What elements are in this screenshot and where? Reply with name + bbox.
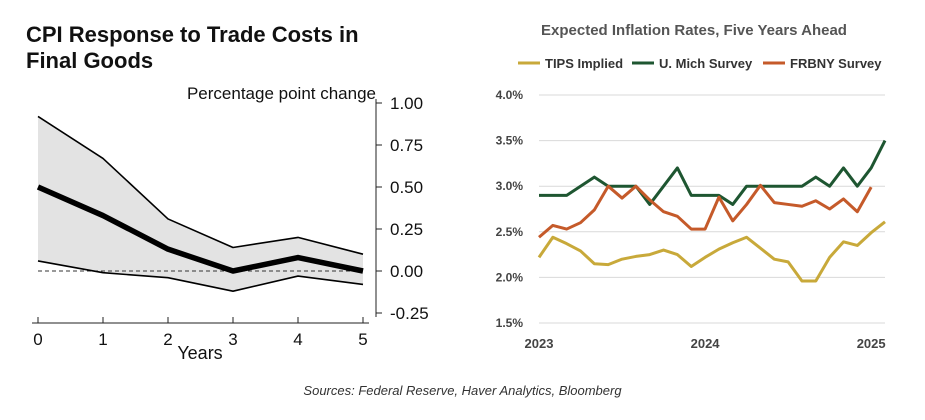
y-axis-label: Percentage point change — [187, 84, 376, 103]
legend-label: TIPS Implied — [545, 56, 623, 71]
y-tick-label: 4.0% — [496, 88, 524, 102]
series-line — [538, 183, 873, 239]
y-tick-label: 2.0% — [496, 270, 524, 284]
chart-title: Expected Inflation Rates, Five Years Ahe… — [541, 22, 847, 39]
x-tick-label: 2 — [163, 330, 172, 349]
x-tick-label: 1 — [98, 330, 107, 349]
x-tick-label: 4 — [293, 330, 302, 349]
y-tick-label: -0.25 — [390, 304, 429, 323]
lower-bound-line — [37, 260, 364, 292]
x-tick-label: 2024 — [691, 336, 721, 351]
y-tick-label: 0.50 — [390, 178, 423, 197]
y-tick-label: 0.25 — [390, 220, 423, 239]
series-line — [539, 139, 887, 206]
x-tick-label: 0 — [33, 330, 42, 349]
point-estimate-line — [36, 184, 364, 274]
y-tick-label: 3.5% — [496, 134, 524, 148]
x-tick-label: 3 — [228, 330, 237, 349]
chart-title-line: CPI Response to Trade Costs in — [26, 22, 359, 47]
legend-label: U. Mich Survey — [659, 56, 753, 71]
y-tick-label: 2.5% — [496, 225, 524, 239]
x-tick-label: 2023 — [525, 336, 554, 351]
y-tick-label: 0.75 — [390, 136, 423, 155]
upper-bound-line — [37, 115, 364, 255]
series-line — [537, 220, 886, 283]
y-tick-label: 1.5% — [496, 316, 524, 330]
confidence-band — [38, 116, 363, 292]
sources-footnote: Sources: Federal Reserve, Haver Analytic… — [303, 383, 622, 398]
y-tick-label: 0.00 — [390, 262, 423, 281]
y-tick-label: 3.0% — [496, 179, 524, 193]
x-tick-label: 5 — [358, 330, 367, 349]
legend-label: FRBNY Survey — [790, 56, 882, 71]
chart-title-line: Final Goods — [26, 48, 153, 73]
x-tick-label: 2025 — [857, 336, 886, 351]
y-tick-label: 1.00 — [390, 94, 423, 113]
expected-inflation-chart: Expected Inflation Rates, Five Years Ahe… — [496, 22, 887, 351]
x-axis-label: Years — [177, 343, 222, 363]
